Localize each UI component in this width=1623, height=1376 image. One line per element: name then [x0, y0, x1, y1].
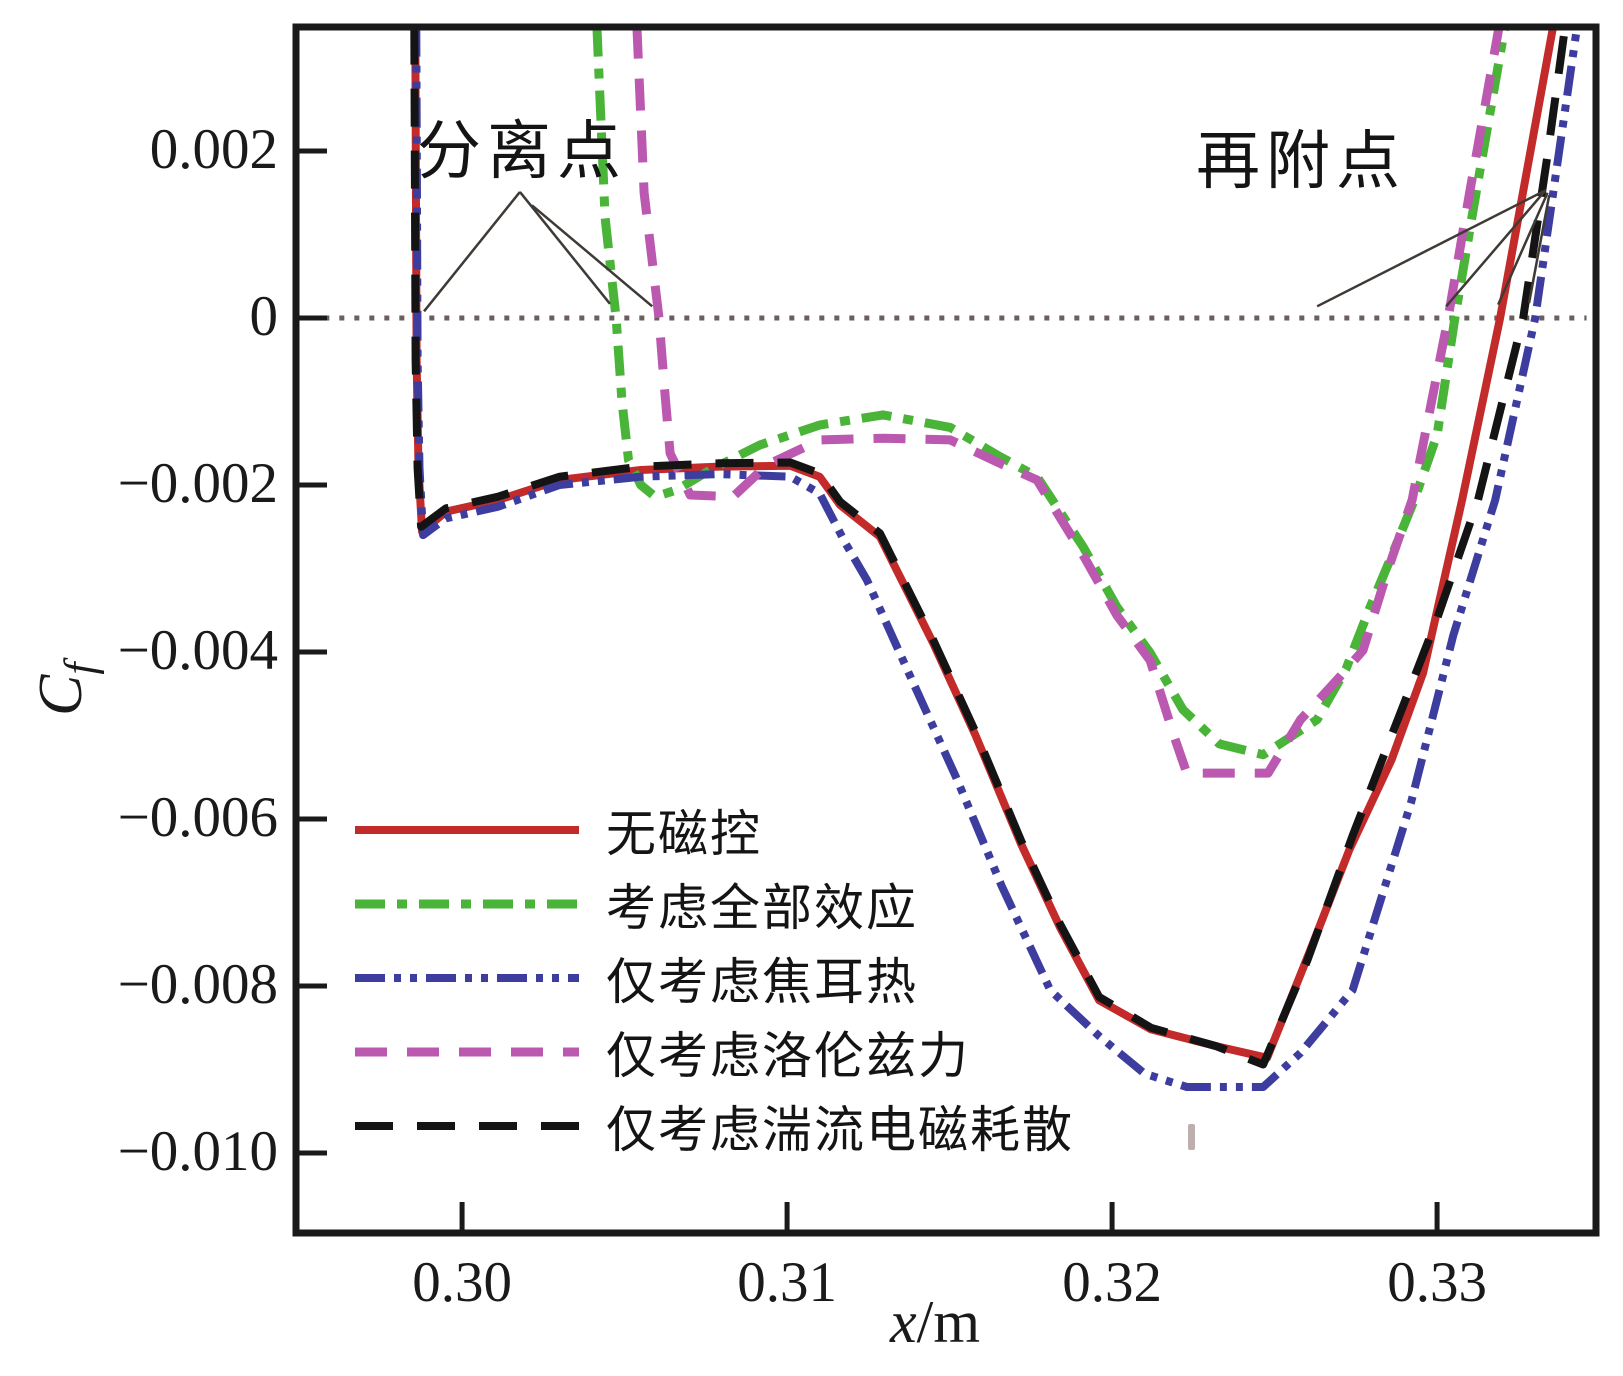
series-line-2 — [412, 27, 1582, 1091]
x-axis-label-symbol: x — [890, 1289, 917, 1355]
pointer-line — [1316, 189, 1547, 308]
legend-label: 考虑全部效应 — [606, 880, 918, 936]
legend-item: 仅考虑洛伦兹力 — [352, 1015, 1074, 1089]
legend: 无磁控 考虑全部效应 仅考虑焦耳热 仅考虑洛伦兹力 仅考虑湍流电磁耗散 — [352, 793, 1074, 1163]
pointer-line — [1497, 192, 1549, 306]
x-tick-label: 0.32 — [1062, 1251, 1162, 1314]
pointer-line — [423, 191, 521, 313]
y-tick-label: 0 — [249, 285, 279, 349]
legend-label: 仅考虑湍流电磁耗散 — [606, 1102, 1074, 1158]
axis-tick-marks — [299, 148, 1440, 1230]
annotation-reattachment-point: 再附点 — [1196, 126, 1406, 197]
pointer-line — [518, 191, 611, 305]
y-tick-label: −0.002 — [117, 452, 278, 516]
y-tick-label: 0.002 — [149, 118, 278, 182]
scan-artifact — [1188, 1124, 1195, 1150]
legend-swatch-line — [355, 974, 579, 982]
legend-item: 无磁控 — [352, 793, 1074, 867]
plot-frame — [292, 23, 1600, 1237]
legend-swatch-line — [355, 899, 579, 909]
y-tick-label: −0.010 — [117, 1120, 278, 1184]
y-axis-label: Cf — [26, 662, 105, 716]
legend-label: 仅考虑洛伦兹力 — [606, 1028, 970, 1084]
pointer-line — [531, 204, 654, 308]
pointer-line — [1445, 189, 1547, 308]
x-tick-label: 0.31 — [737, 1251, 837, 1314]
legend-item: 仅考虑焦耳热 — [352, 941, 1074, 1015]
legend-swatch-line — [355, 1047, 579, 1057]
y-tick-label: −0.008 — [117, 953, 278, 1017]
annotation-separation-point: 分离点 — [417, 116, 627, 187]
y-tick-label: −0.006 — [117, 786, 278, 850]
legend-label: 无磁控 — [606, 806, 762, 862]
legend-item: 考虑全部效应 — [352, 867, 1074, 941]
curve-group — [410, 27, 1582, 1091]
x-axis-label-unit: /m — [916, 1289, 980, 1355]
legend-swatch-line — [355, 826, 579, 834]
legend-label: 仅考虑焦耳热 — [606, 954, 918, 1010]
x-tick-label: 0.30 — [412, 1251, 512, 1314]
annotation-pointer-lines — [423, 189, 1551, 313]
legend-item: 仅考虑湍流电磁耗散 — [352, 1089, 1074, 1163]
y-axis-label-subscript: f — [55, 662, 105, 675]
x-tick-label: 0.33 — [1387, 1251, 1487, 1314]
legend-swatch-line — [355, 1122, 579, 1130]
x-axis-label: x/m — [890, 1288, 980, 1357]
y-tick-label: −0.004 — [117, 619, 278, 683]
pointer-line — [1527, 195, 1551, 304]
series-line-4 — [410, 27, 1570, 1069]
y-axis-label-symbol: C — [27, 674, 95, 716]
